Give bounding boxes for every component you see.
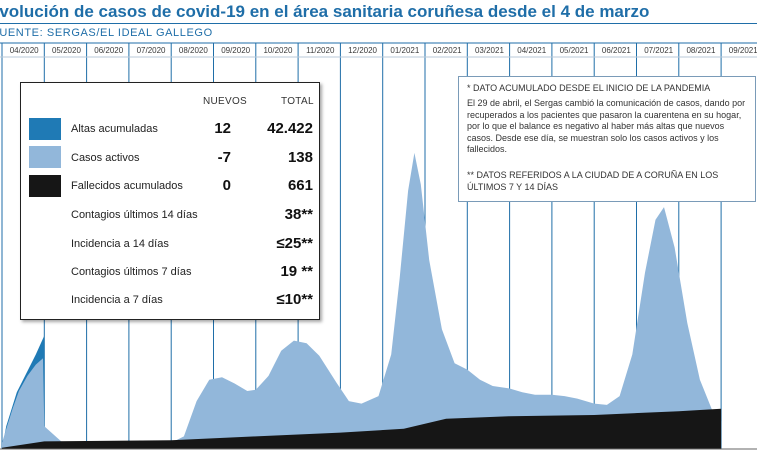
legend-new-altas: 12 xyxy=(214,120,231,137)
month-label: 03/2021 xyxy=(475,46,504,55)
month-label: 05/2021 xyxy=(560,46,589,55)
month-label: 06/2020 xyxy=(94,46,123,55)
legend-label-incidencia-14: Incidencia a 14 días xyxy=(71,238,169,250)
legend-new-activos: -7 xyxy=(217,149,231,166)
month-label: 09/2021 xyxy=(729,46,757,55)
legend-label-contagios-7: Contagios últimos 7 días xyxy=(71,266,192,278)
chart-source: FUENTE: SERGAS/EL IDEAL GALLEGO xyxy=(0,27,213,39)
chart-areas xyxy=(2,152,722,449)
legend-label-incidencia-7: Incidencia a 7 días xyxy=(71,294,163,306)
legend-panel: NUEVOS TOTAL Altas acumuladas 12 42.422 … xyxy=(20,82,320,320)
legend-total-contagios-14: 38** xyxy=(284,206,313,223)
month-label: 04/2020 xyxy=(10,46,39,55)
month-label: 01/2021 xyxy=(390,46,419,55)
note-city-data: ** DATOS REFERIDOS A LA CIUDAD DE A CORU… xyxy=(467,170,719,192)
legend-label-contagios-14: Contagios últimos 14 días xyxy=(71,209,198,221)
legend-total-incidencia-14: ≤25** xyxy=(276,235,313,252)
month-label: 10/2020 xyxy=(263,46,292,55)
month-label: 07/2020 xyxy=(137,46,166,55)
legend-total-contagios-7: 19 ** xyxy=(280,263,313,280)
area-fallecidos-acumulados xyxy=(2,408,722,449)
chart-title: Evolución de casos de covid-19 en el áre… xyxy=(0,2,650,21)
legend-label-activos: Casos activos xyxy=(71,152,140,164)
month-label: 09/2020 xyxy=(221,46,250,55)
legend-new-fallecidos: 0 xyxy=(222,177,231,194)
title-rule xyxy=(0,23,757,24)
note-cumulative: * DATO ACUMULADO DESDE EL INICIO DE LA P… xyxy=(467,83,711,93)
month-label: 08/2021 xyxy=(686,46,715,55)
month-label: 11/2020 xyxy=(306,46,335,55)
legend-label-altas: Altas acumuladas xyxy=(71,123,158,135)
legend-total-altas: 42.422 xyxy=(267,120,313,137)
legend-total-incidencia-7: ≤10** xyxy=(276,291,313,308)
legend-col-total: TOTAL xyxy=(281,96,314,107)
month-label: 02/2021 xyxy=(433,46,462,55)
month-label: 05/2020 xyxy=(52,46,81,55)
legend-total-activos: 138 xyxy=(287,149,313,166)
legend-col-new: NUEVOS xyxy=(203,96,248,107)
month-label: 07/2021 xyxy=(644,46,673,55)
legend-label-fallecidos: Fallecidos acumulados xyxy=(71,180,183,192)
legend-swatch-activos xyxy=(29,146,61,168)
legend-total-fallecidos: 661 xyxy=(287,177,313,194)
month-label: 06/2021 xyxy=(602,46,631,55)
legend-swatch-fallecidos xyxy=(29,175,61,197)
notes-panel: * DATO ACUMULADO DESDE EL INICIO DE LA P… xyxy=(458,76,756,202)
month-label: 04/2021 xyxy=(517,46,546,55)
month-label: 12/2020 xyxy=(348,46,377,55)
note-explanation: El 29 de abril, el Sergas cambió la comu… xyxy=(467,98,746,154)
month-label: 08/2020 xyxy=(179,46,208,55)
month-labels: 04/2020 05/2020 06/2020 07/2020 08/2020 09/20… xyxy=(10,46,757,55)
legend-swatch-altas xyxy=(29,118,61,140)
